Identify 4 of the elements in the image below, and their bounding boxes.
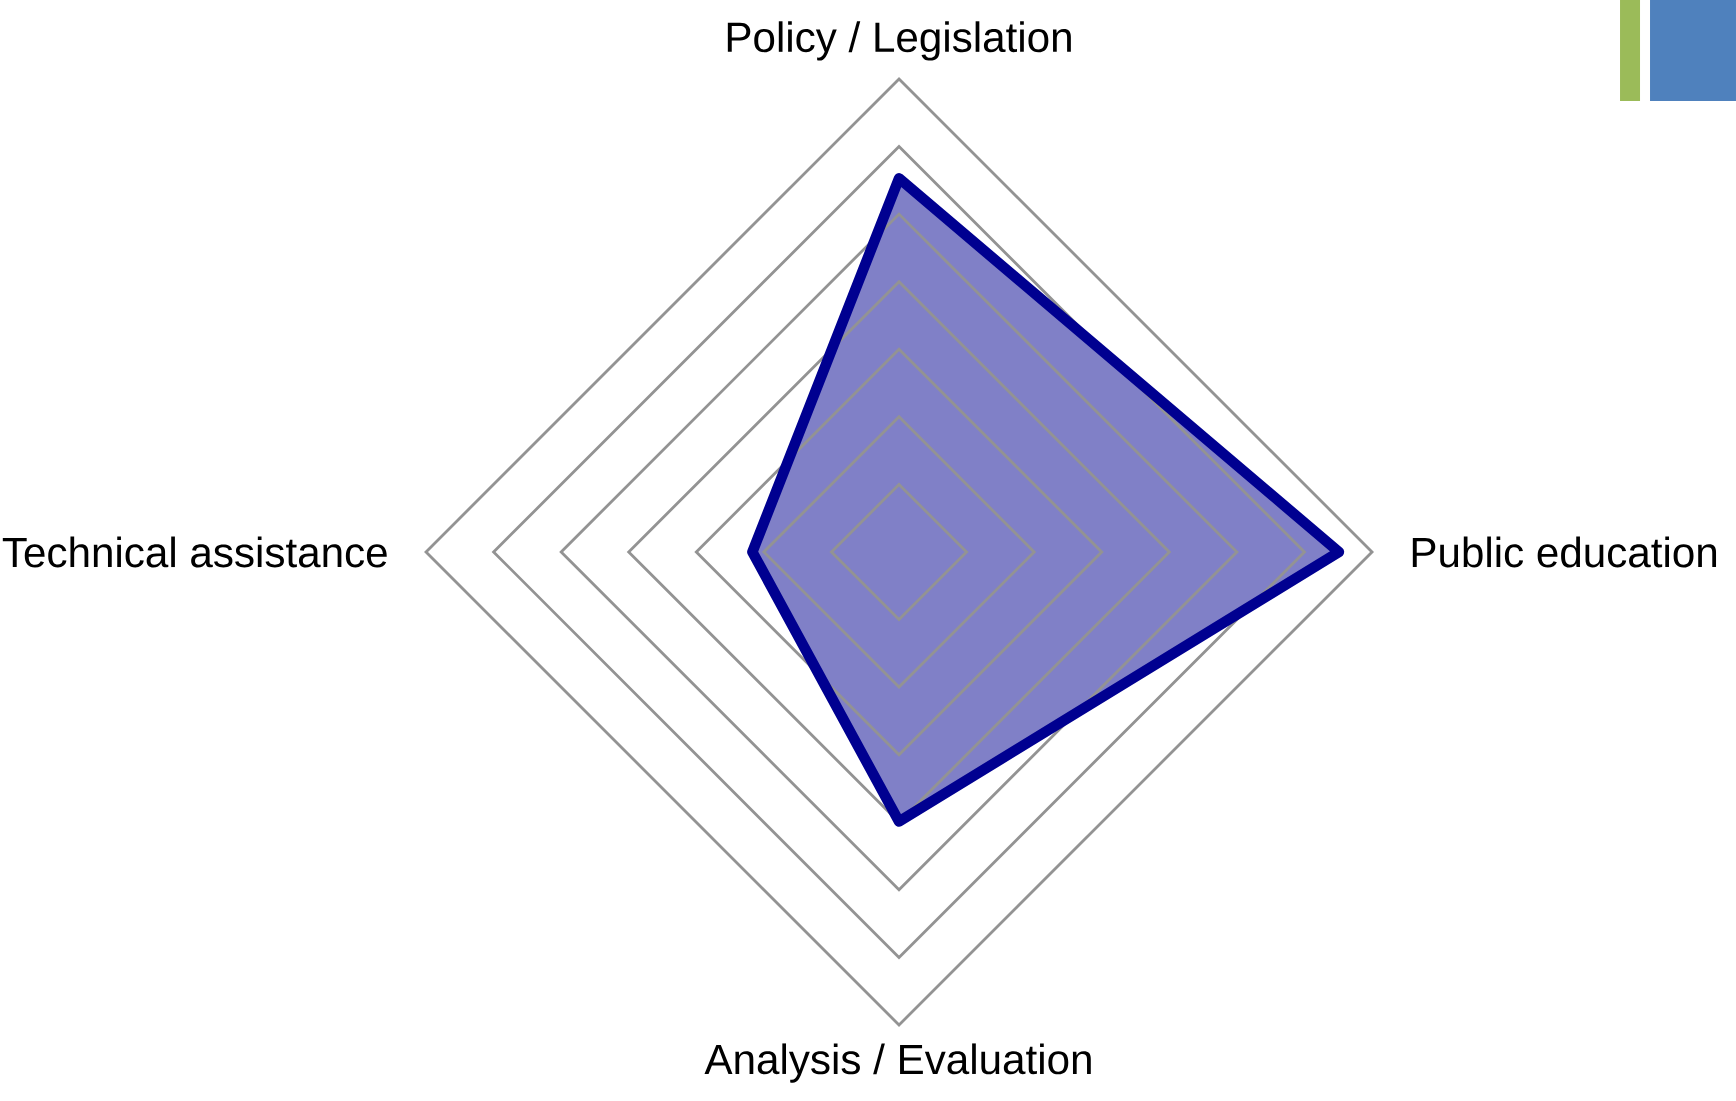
spoke-label: Policy / Legislation — [727, 21, 1071, 61]
spoke-label: Technical assistance — [2, 536, 387, 568]
spoke-label: Public education — [1412, 536, 1717, 568]
spoke-label: Analysis / Evaluation — [704, 1043, 1091, 1083]
